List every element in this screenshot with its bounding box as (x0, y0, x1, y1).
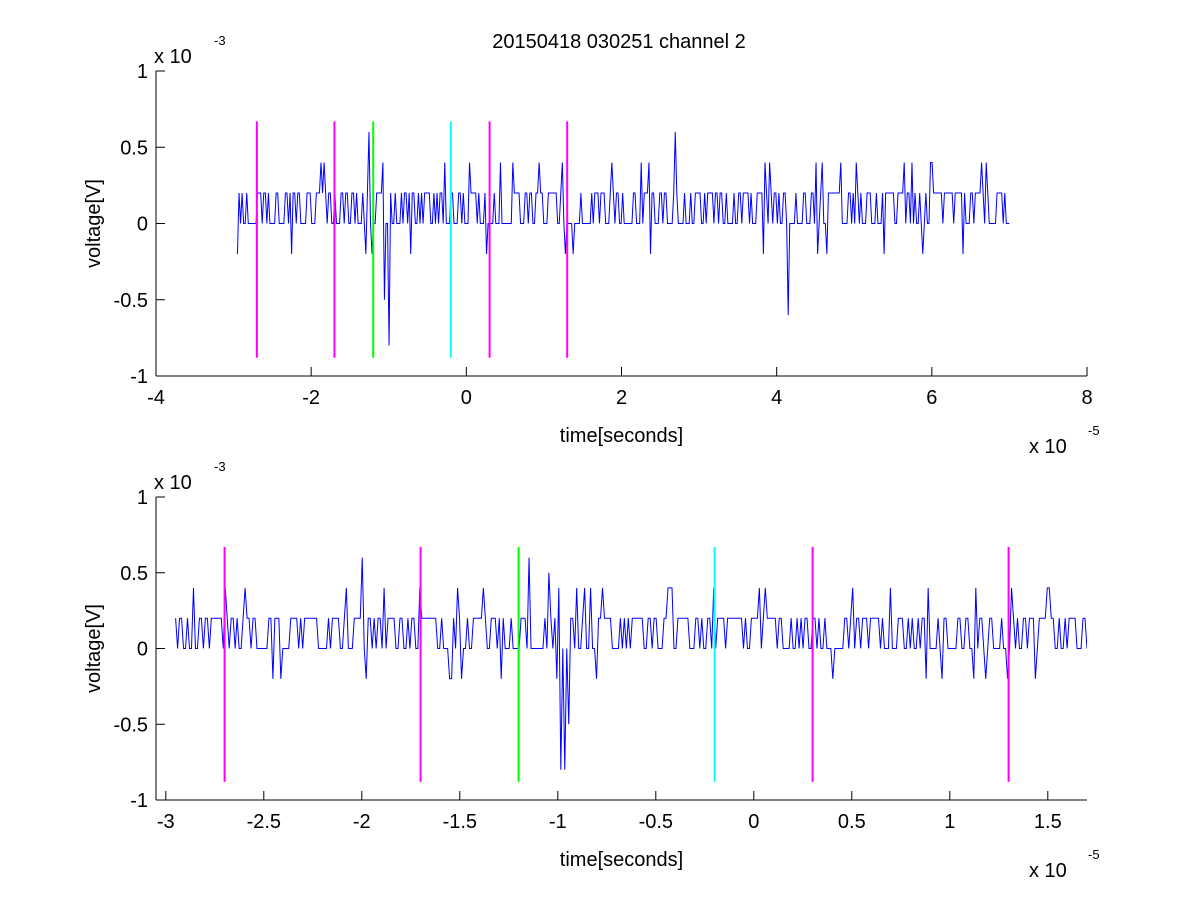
y-scale-factor: x 10 (154, 46, 192, 68)
y-axis-label: voltage[V] (83, 179, 105, 268)
y-tick-label: 1 (137, 61, 148, 83)
x-tick-label: -2.5 (247, 811, 281, 833)
y-scale-exponent: -3 (214, 33, 226, 48)
x-tick-label: -1.5 (443, 811, 477, 833)
x-tick-label: 0.5 (838, 811, 866, 833)
y-tick-label: 0.5 (120, 563, 148, 585)
x-tick-label: 2 (616, 387, 627, 409)
y-tick-label: 0.5 (120, 137, 148, 159)
x-tick-label: 1 (944, 811, 955, 833)
x-tick-label: -4 (147, 387, 165, 409)
plot-bottom: -3 -2.5 -2 -1.5 -1 -0.5 0 0.5 1 1.5 -1 -0.5 0 0.5 1 tim… (83, 459, 1100, 882)
x-axis-label: time[seconds] (560, 425, 683, 447)
x-scale-factor: x 10 (1029, 860, 1067, 882)
x-tick-label: -2 (353, 811, 371, 833)
x-tick-label: 4 (771, 387, 782, 409)
y-tick-label: 1 (137, 487, 148, 509)
y-axis-label: voltage[V] (83, 604, 105, 693)
x-tick-label: 0 (461, 387, 472, 409)
y-tick-label: -0.5 (114, 290, 148, 312)
series-line (175, 557, 1087, 770)
y-scale-exponent: -3 (214, 459, 226, 474)
y-tick-label: 0 (137, 639, 148, 661)
x-scale-factor: x 10 (1029, 436, 1067, 458)
y-tick-label: -0.5 (114, 714, 148, 736)
y-tick-label: 0 (137, 214, 148, 236)
x-tick-label: 0 (748, 811, 759, 833)
y-tick-label: -1 (130, 366, 148, 388)
x-tick-label: 8 (1081, 387, 1092, 409)
x-tick-label: -3 (157, 811, 175, 833)
x-scale-exponent: -5 (1088, 423, 1100, 438)
x-tick-label: 6 (926, 387, 937, 409)
x-tick-label: -2 (302, 387, 320, 409)
series-line (236, 131, 1010, 346)
plot-top: -4 -2 0 2 4 6 8 -1 -0.5 0 0.5 1 time[seconds] voltage… (83, 33, 1100, 458)
y-scale-factor: x 10 (154, 472, 192, 494)
x-tick-label: -0.5 (639, 811, 673, 833)
x-tick-label: -1 (549, 811, 567, 833)
x-scale-exponent: -5 (1088, 847, 1100, 862)
y-tick-label: -1 (130, 790, 148, 812)
x-tick-label: 1.5 (1034, 811, 1062, 833)
figure-title: 20150418 030251 channel 2 (492, 31, 746, 53)
x-axis-label: time[seconds] (560, 849, 683, 871)
